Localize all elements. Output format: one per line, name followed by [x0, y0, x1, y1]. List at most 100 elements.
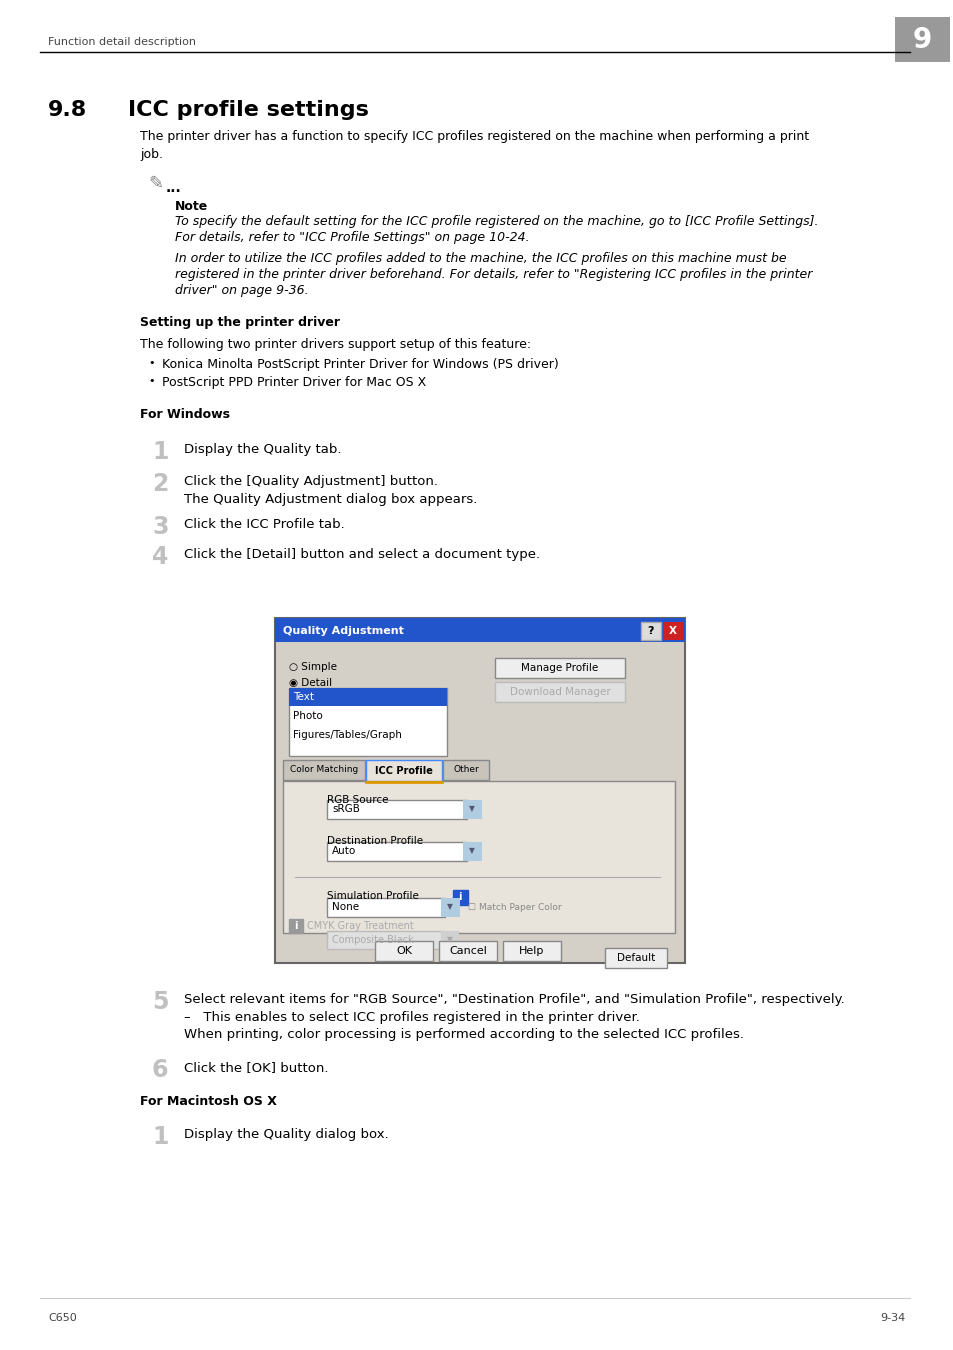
Bar: [327, 898, 444, 917]
Text: registered in the printer driver beforehand. For details, refer to "Registering : registered in the printer driver beforeh…: [174, 269, 812, 281]
Text: ◉ Detail: ◉ Detail: [289, 678, 332, 688]
Bar: [462, 801, 481, 819]
Text: 9-34: 9-34: [880, 1314, 905, 1323]
Text: Cancel: Cancel: [449, 946, 486, 956]
Text: ICC profile settings: ICC profile settings: [128, 100, 369, 120]
Text: Setting up the printer driver: Setting up the printer driver: [140, 316, 339, 329]
Bar: [894, 18, 949, 62]
Bar: [274, 618, 684, 643]
Bar: [366, 760, 441, 782]
Text: i: i: [457, 892, 461, 902]
Text: Default: Default: [617, 953, 655, 963]
Text: None: None: [332, 902, 358, 913]
Text: ▼: ▼: [447, 936, 453, 945]
Text: •: •: [148, 358, 154, 369]
Text: Composite Black: Composite Black: [332, 936, 414, 945]
Text: Manage Profile: Manage Profile: [521, 663, 598, 674]
Text: 3: 3: [152, 514, 169, 539]
Text: Display the Quality tab.: Display the Quality tab.: [184, 443, 341, 456]
Text: ☐ Match Paper Color: ☐ Match Paper Color: [468, 903, 561, 911]
Text: X: X: [668, 626, 677, 636]
Text: Select relevant items for "RGB Source", "Destination Profile", and "Simulation P: Select relevant items for "RGB Source", …: [184, 994, 843, 1006]
Text: ...: ...: [166, 181, 182, 194]
Text: PostScript PPD Printer Driver for Mac OS X: PostScript PPD Printer Driver for Mac OS…: [162, 377, 426, 389]
Text: Simulation Profile: Simulation Profile: [327, 891, 418, 900]
Text: driver" on page 9-36.: driver" on page 9-36.: [174, 284, 309, 297]
Text: Figures/Tables/Graph: Figures/Tables/Graph: [293, 730, 401, 740]
Bar: [640, 622, 660, 640]
Text: The printer driver has a function to specify ICC profiles registered on the mach: The printer driver has a function to spe…: [140, 130, 808, 143]
Text: In order to utilize the ICC profiles added to the machine, the ICC profiles on t: In order to utilize the ICC profiles add…: [174, 252, 786, 265]
Bar: [274, 618, 684, 963]
Bar: [440, 931, 458, 949]
Text: ▼: ▼: [447, 903, 453, 911]
Text: 1: 1: [152, 1125, 168, 1149]
Text: Destination Profile: Destination Profile: [327, 836, 423, 846]
Text: The Quality Adjustment dialog box appears.: The Quality Adjustment dialog box appear…: [184, 493, 476, 506]
Text: Click the ICC Profile tab.: Click the ICC Profile tab.: [184, 518, 344, 531]
Text: job.: job.: [140, 148, 163, 161]
Text: 9.8: 9.8: [48, 100, 87, 120]
Text: CMYK Gray Treatment: CMYK Gray Treatment: [307, 921, 414, 931]
Text: Photo: Photo: [293, 711, 322, 721]
Text: Quality Adjustment: Quality Adjustment: [283, 626, 403, 636]
Text: RGB Source: RGB Source: [327, 795, 388, 805]
Bar: [604, 948, 666, 968]
Bar: [495, 682, 624, 702]
Bar: [289, 919, 303, 933]
Bar: [662, 622, 682, 640]
Text: Display the Quality dialog box.: Display the Quality dialog box.: [184, 1129, 388, 1141]
Bar: [440, 898, 459, 917]
Bar: [375, 941, 433, 961]
Bar: [453, 890, 468, 905]
Text: OK: OK: [395, 946, 412, 956]
Text: 4: 4: [152, 545, 168, 568]
Text: Function detail description: Function detail description: [48, 36, 195, 47]
Text: 2: 2: [152, 472, 168, 495]
Text: C650: C650: [48, 1314, 76, 1323]
Bar: [289, 688, 447, 756]
Text: sRGB: sRGB: [332, 805, 359, 814]
Text: ○ Simple: ○ Simple: [289, 662, 336, 672]
Text: Download Manager: Download Manager: [509, 687, 610, 697]
Text: For Macintosh OS X: For Macintosh OS X: [140, 1095, 276, 1108]
Text: Note: Note: [174, 200, 208, 213]
Text: Auto: Auto: [332, 846, 355, 856]
Text: The following two printer drivers support setup of this feature:: The following two printer drivers suppor…: [140, 338, 531, 351]
Text: ?: ?: [647, 626, 654, 636]
Text: 5: 5: [152, 990, 169, 1014]
Text: 6: 6: [152, 1058, 169, 1081]
Text: 1: 1: [152, 440, 168, 464]
Bar: [327, 842, 467, 861]
Bar: [327, 801, 467, 819]
Bar: [495, 657, 624, 678]
Bar: [283, 782, 675, 933]
Text: –   This enables to select ICC profiles registered in the printer driver.: – This enables to select ICC profiles re…: [184, 1011, 639, 1025]
Text: For details, refer to "ICC Profile Settings" on page 10-24.: For details, refer to "ICC Profile Setti…: [174, 231, 529, 244]
Text: ▼: ▼: [469, 846, 475, 856]
Text: To specify the default setting for the ICC profile registered on the machine, go: To specify the default setting for the I…: [174, 215, 818, 228]
Text: Help: Help: [518, 946, 544, 956]
Bar: [289, 688, 447, 706]
Text: Click the [Quality Adjustment] button.: Click the [Quality Adjustment] button.: [184, 475, 437, 487]
Text: When printing, color processing is performed according to the selected ICC profi: When printing, color processing is perfo…: [184, 1027, 743, 1041]
Text: i: i: [294, 921, 297, 931]
Text: •: •: [148, 377, 154, 386]
Text: Click the [OK] button.: Click the [OK] button.: [184, 1061, 328, 1075]
Text: 9: 9: [911, 26, 931, 54]
Bar: [283, 760, 365, 780]
Bar: [438, 941, 497, 961]
Text: ▼: ▼: [469, 805, 475, 814]
Text: Click the [Detail] button and select a document type.: Click the [Detail] button and select a d…: [184, 548, 539, 562]
Text: Text: Text: [293, 693, 314, 702]
Text: ICC Profile: ICC Profile: [375, 765, 433, 776]
Bar: [462, 842, 481, 861]
Bar: [327, 931, 444, 949]
Bar: [502, 941, 560, 961]
Text: Color Matching: Color Matching: [290, 765, 357, 775]
Bar: [442, 760, 489, 780]
Text: Konica Minolta PostScript Printer Driver for Windows (PS driver): Konica Minolta PostScript Printer Driver…: [162, 358, 558, 371]
Text: ✎: ✎: [148, 176, 163, 193]
Text: For Windows: For Windows: [140, 408, 230, 421]
Text: Other: Other: [453, 765, 478, 775]
